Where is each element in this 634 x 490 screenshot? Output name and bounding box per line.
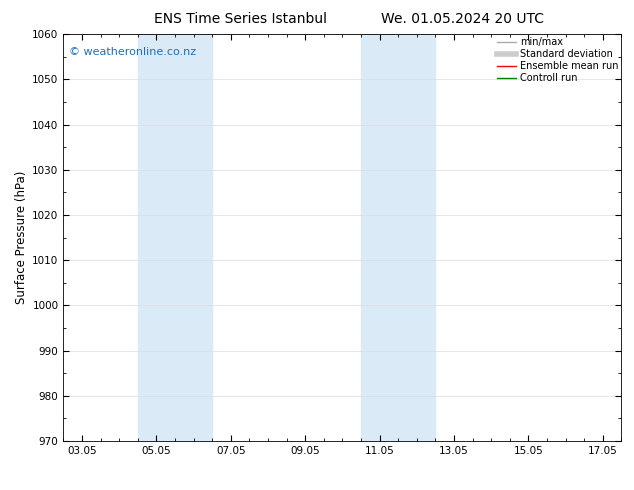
Legend: min/max, Standard deviation, Ensemble mean run, Controll run: min/max, Standard deviation, Ensemble me… (496, 37, 618, 83)
Text: We. 01.05.2024 20 UTC: We. 01.05.2024 20 UTC (381, 12, 545, 26)
Bar (138, 34, 212, 441)
Text: © weatheronline.co.nz: © weatheronline.co.nz (69, 47, 196, 56)
Y-axis label: Surface Pressure (hPa): Surface Pressure (hPa) (15, 171, 28, 304)
Bar (361, 34, 436, 441)
Text: ENS Time Series Istanbul: ENS Time Series Istanbul (155, 12, 327, 26)
